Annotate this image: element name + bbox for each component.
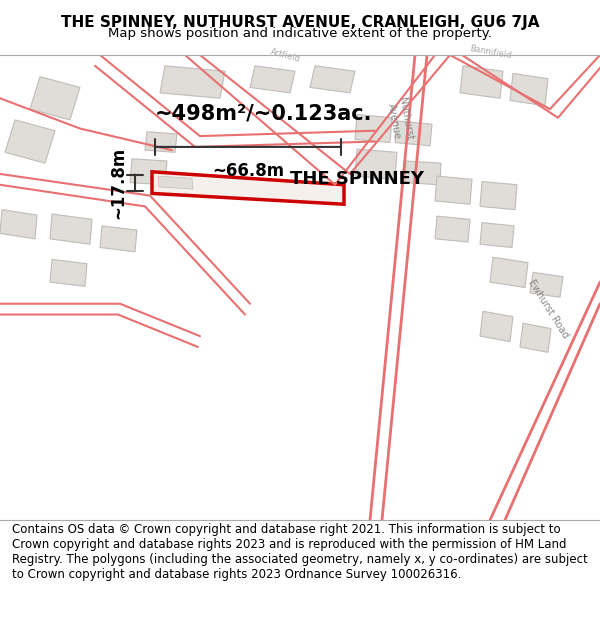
Polygon shape bbox=[50, 259, 87, 286]
Polygon shape bbox=[100, 226, 137, 252]
Polygon shape bbox=[395, 121, 432, 146]
Text: Bannifield: Bannifield bbox=[468, 44, 512, 61]
Text: Artfield: Artfield bbox=[269, 47, 301, 64]
Polygon shape bbox=[490, 258, 528, 288]
Polygon shape bbox=[435, 216, 470, 242]
Text: ~66.8m: ~66.8m bbox=[212, 162, 284, 180]
Polygon shape bbox=[310, 66, 355, 93]
Polygon shape bbox=[460, 66, 503, 98]
Polygon shape bbox=[160, 66, 225, 98]
Text: ~498m²/~0.123ac.: ~498m²/~0.123ac. bbox=[155, 104, 373, 124]
Polygon shape bbox=[152, 172, 344, 204]
Polygon shape bbox=[0, 209, 37, 239]
Text: Ewhurst Road: Ewhurst Road bbox=[526, 278, 570, 340]
Polygon shape bbox=[130, 159, 167, 185]
Text: Nuthurst
Avenue: Nuthurst Avenue bbox=[386, 97, 415, 143]
Polygon shape bbox=[405, 161, 441, 185]
Polygon shape bbox=[158, 176, 193, 189]
Polygon shape bbox=[50, 214, 92, 244]
Polygon shape bbox=[355, 114, 392, 142]
Polygon shape bbox=[510, 73, 548, 106]
Polygon shape bbox=[435, 176, 472, 204]
Polygon shape bbox=[30, 77, 80, 120]
Polygon shape bbox=[5, 120, 55, 163]
Polygon shape bbox=[520, 323, 551, 352]
Text: Contains OS data © Crown copyright and database right 2021. This information is : Contains OS data © Crown copyright and d… bbox=[12, 523, 588, 581]
Polygon shape bbox=[480, 311, 513, 342]
Polygon shape bbox=[250, 66, 295, 93]
Text: Map shows position and indicative extent of the property.: Map shows position and indicative extent… bbox=[108, 27, 492, 39]
Polygon shape bbox=[530, 272, 563, 298]
Text: THE SPINNEY: THE SPINNEY bbox=[290, 171, 424, 188]
Polygon shape bbox=[480, 181, 517, 209]
Text: THE SPINNEY, NUTHURST AVENUE, CRANLEIGH, GU6 7JA: THE SPINNEY, NUTHURST AVENUE, CRANLEIGH,… bbox=[61, 16, 539, 31]
Text: ~17.8m: ~17.8m bbox=[109, 146, 127, 219]
Polygon shape bbox=[480, 222, 514, 248]
Polygon shape bbox=[145, 132, 177, 152]
Polygon shape bbox=[355, 149, 397, 179]
